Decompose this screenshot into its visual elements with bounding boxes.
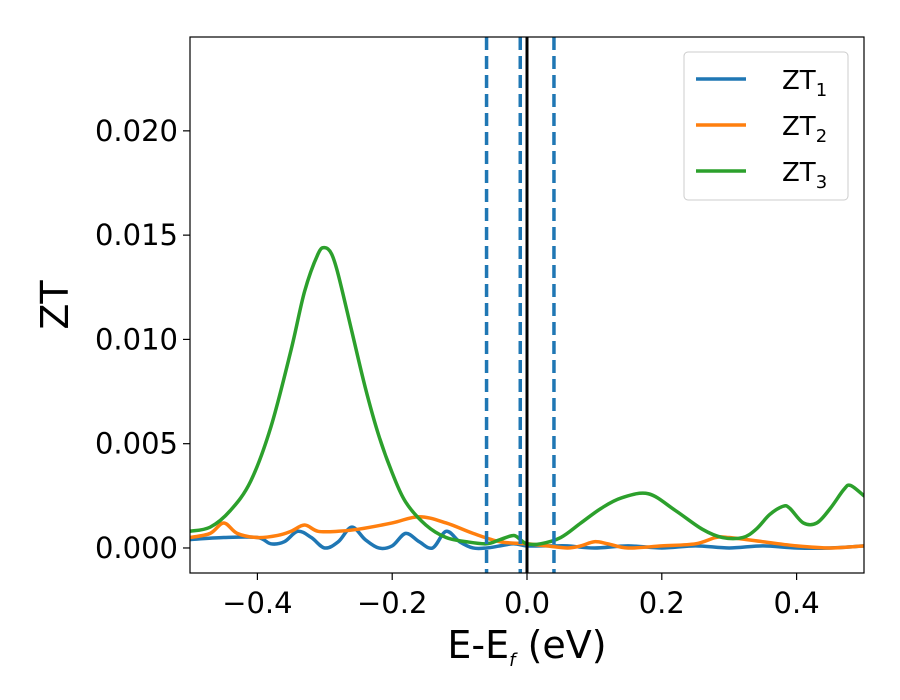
x-tick-label: −0.2 bbox=[357, 586, 427, 620]
y-tick-label: 0.010 bbox=[95, 322, 178, 356]
y-axis-label: ZT bbox=[33, 280, 77, 330]
x-tick-label: 0.0 bbox=[504, 586, 550, 620]
legend-label-3: ZT3 bbox=[782, 158, 827, 193]
legend: ZT1 ZT2 ZT3 bbox=[683, 51, 849, 201]
x-tick-label: −0.4 bbox=[222, 586, 292, 620]
series-line-3 bbox=[190, 245, 864, 547]
x-tick-label: 0.2 bbox=[639, 586, 685, 620]
x-tick-label: 0.4 bbox=[774, 586, 820, 620]
legend-label-1: ZT1 bbox=[782, 66, 827, 101]
y-tick-label: 0.020 bbox=[95, 114, 178, 148]
plot-area bbox=[190, 37, 864, 573]
legend-label-2: ZT2 bbox=[782, 112, 827, 147]
x-axis-label: E-Ef (eV) bbox=[447, 623, 606, 671]
y-tick-label: 0.000 bbox=[95, 531, 178, 565]
series-line-2 bbox=[190, 514, 864, 550]
axis-ticks: −0.4 −0.2 0.0 0.2 0.4 0.000 0.005 0.010 0.015 0.0… bbox=[95, 114, 820, 620]
y-tick-label: 0.015 bbox=[95, 218, 178, 252]
legend-box bbox=[683, 51, 849, 201]
y-tick-label: 0.005 bbox=[95, 427, 178, 461]
